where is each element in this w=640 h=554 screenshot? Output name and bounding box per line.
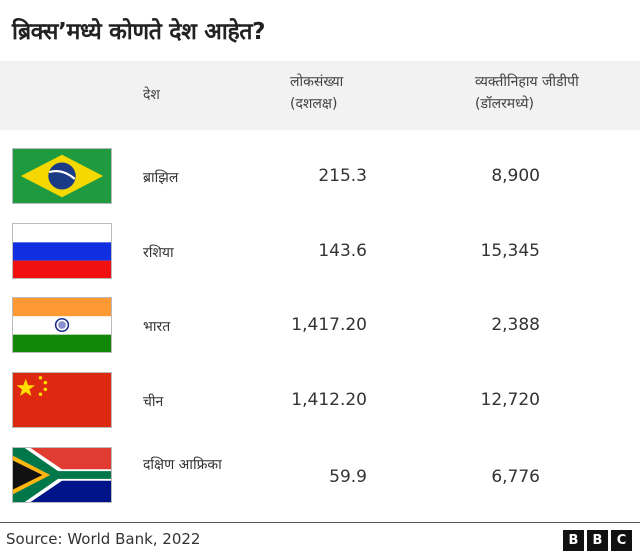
table-row: चीन 1,412.20 12,720	[0, 372, 640, 428]
population-value: 59.9	[329, 467, 367, 487]
gdp-value: 6,776	[491, 467, 540, 487]
header-gdp: व्यक्तीनिहाय जीडीपी (डॉलरमध्ये)	[475, 71, 579, 115]
table-row: रशिया 143.6 15,345	[0, 223, 640, 279]
country-name: दक्षिण आफ्रिका	[143, 457, 222, 473]
country-name: भारत	[143, 319, 171, 335]
source-note: Source: World Bank, 2022	[6, 530, 201, 548]
china-flag-icon	[12, 372, 112, 428]
header-gdp-label: व्यक्तीनिहाय जीडीपी	[475, 74, 579, 90]
brazil-flag-icon	[12, 148, 112, 204]
population-value: 215.3	[318, 166, 367, 186]
header-population-unit: (दशलक्ष)	[290, 96, 338, 112]
bbc-logo-letter: B	[587, 530, 608, 551]
table-row: ब्राझिल 215.3 8,900	[0, 148, 640, 204]
russia-flag-icon	[12, 223, 112, 279]
india-flag-icon	[12, 297, 112, 353]
population-value: 1,417.20	[291, 315, 367, 335]
bbc-logo-letter: C	[611, 530, 632, 551]
header-population-label: लोकसंख्या	[290, 74, 344, 90]
table-row: दक्षिण आफ्रिका 59.9 6,776	[0, 447, 640, 503]
bbc-logo-letter: B	[563, 530, 584, 551]
south-africa-flag-icon	[12, 447, 112, 503]
header-gdp-unit: (डॉलरमध्ये)	[475, 96, 535, 112]
chart-title: ब्रिक्स’मध्ये कोणते देश आहेत?	[12, 19, 266, 45]
table-header: देश लोकसंख्या (दशलक्ष) व्यक्तीनिहाय जीडी…	[0, 61, 640, 130]
gdp-value: 12,720	[480, 390, 540, 410]
header-country: देश	[143, 87, 160, 103]
gdp-value: 8,900	[491, 166, 540, 186]
country-name: ब्राझिल	[143, 170, 179, 186]
gdp-value: 15,345	[480, 241, 540, 261]
bbc-logo: B B C	[563, 530, 632, 551]
header-population: लोकसंख्या (दशलक्ष)	[290, 71, 343, 115]
population-value: 1,412.20	[291, 390, 367, 410]
gdp-value: 2,388	[491, 315, 540, 335]
population-value: 143.6	[318, 241, 367, 261]
table-row: भारत 1,417.20 2,388	[0, 297, 640, 353]
country-name: चीन	[143, 394, 164, 410]
footer-divider	[0, 522, 640, 523]
country-name: रशिया	[143, 245, 174, 261]
